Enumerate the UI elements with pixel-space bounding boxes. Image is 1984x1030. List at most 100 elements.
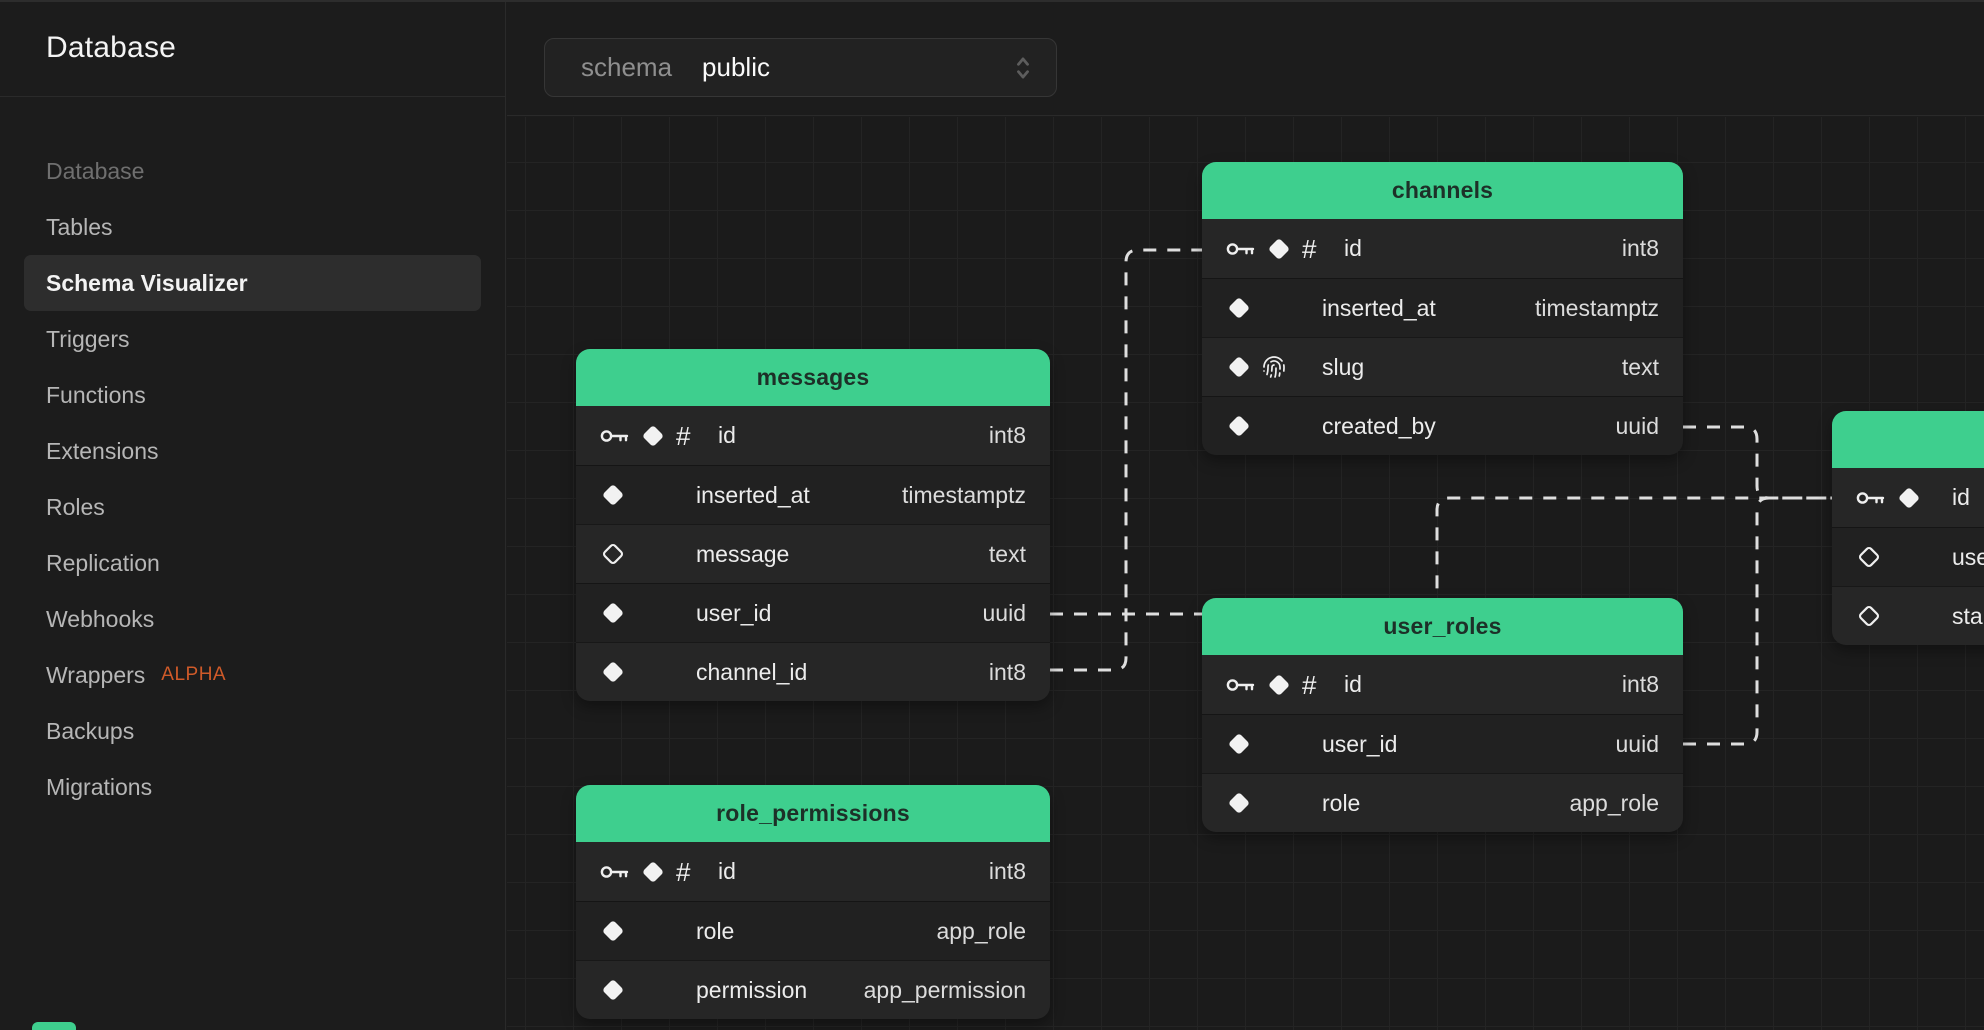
- not-null-diamond-icon: [600, 977, 626, 1003]
- column-type: app_role: [936, 917, 1026, 944]
- nullable-diamond-icon: [1856, 544, 1882, 570]
- not-null-diamond-icon: [1266, 236, 1292, 262]
- table-row: user_id uuid: [1202, 714, 1683, 773]
- table-header[interactable]: messages: [576, 349, 1050, 406]
- table-rows: # id int8 inserted_at timestamptz slug t…: [1202, 219, 1683, 455]
- not-null-diamond-icon: [600, 659, 626, 685]
- database-sidebar: Database Database Tables Schema Visualiz…: [0, 0, 506, 1030]
- unique-fingerprint-icon: [1262, 355, 1286, 379]
- column-name: slug: [1322, 353, 1365, 380]
- column-name: role: [1322, 789, 1361, 816]
- identity-hash-icon: #: [1302, 233, 1317, 264]
- table-row: # id int8: [1202, 219, 1683, 278]
- table-row: role app_role: [576, 901, 1050, 960]
- table-rows: # id int8 inserted_at timestamptz messag…: [576, 406, 1050, 701]
- table-row: inserted_at timestamptz: [576, 465, 1050, 524]
- column-type: timestamptz: [902, 481, 1026, 508]
- table-row: slug text: [1202, 337, 1683, 396]
- table-row: # id int8: [576, 842, 1050, 901]
- not-null-diamond-icon: [1226, 354, 1252, 380]
- primary-key-icon: [1226, 675, 1256, 695]
- column-name: id: [718, 858, 736, 884]
- column-type: text: [1621, 353, 1659, 380]
- column-name: user_id: [696, 599, 772, 626]
- column-name: sta: [1952, 602, 1983, 629]
- column-name: id: [1344, 671, 1362, 697]
- table-rows: # id int8 user_id uuid role app_role: [1202, 655, 1683, 832]
- not-null-diamond-icon: [1226, 790, 1252, 816]
- table-header[interactable]: user_roles: [1202, 598, 1683, 655]
- table-title: messages: [756, 364, 870, 390]
- column-name: id: [1344, 235, 1362, 261]
- schema-selector-value: public: [702, 52, 770, 82]
- primary-key-icon: [1226, 239, 1256, 259]
- table-header[interactable]: role_permissions: [576, 785, 1050, 842]
- sidebar-item-functions[interactable]: Functions: [46, 381, 146, 408]
- sidebar-item-roles[interactable]: Roles: [46, 493, 105, 520]
- table-row: channel_id int8: [576, 642, 1050, 701]
- nullable-diamond-icon: [600, 541, 626, 567]
- not-null-diamond-icon: [600, 918, 626, 944]
- column-type: uuid: [982, 599, 1026, 626]
- sidebar-item-migrations[interactable]: Migrations: [46, 773, 153, 800]
- table-node-role-permissions[interactable]: role_permissions # id int8 role app_role…: [576, 785, 1050, 1019]
- not-null-diamond-icon: [600, 600, 626, 626]
- not-null-diamond-icon: [640, 423, 666, 449]
- column-name: user_id: [1322, 730, 1398, 757]
- sidebar-item-backups[interactable]: Backups: [46, 717, 135, 744]
- table-row: id: [1832, 468, 1984, 527]
- table-title: user_roles: [1383, 613, 1502, 639]
- not-null-diamond-icon: [1226, 295, 1252, 321]
- identity-hash-icon: #: [1302, 669, 1317, 700]
- column-name: inserted_at: [1322, 294, 1436, 321]
- sidebar-item-replication[interactable]: Replication: [46, 549, 160, 576]
- column-name: id: [718, 422, 736, 448]
- table-node-user-roles[interactable]: user_roles # id int8 user_id uuid role a…: [1202, 598, 1683, 832]
- sidebar-item-tables[interactable]: Tables: [46, 213, 113, 240]
- alpha-badge: ALPHA: [161, 664, 227, 685]
- window-top-border: [0, 0, 1984, 2]
- not-null-diamond-icon: [640, 859, 666, 885]
- column-type: int8: [988, 858, 1026, 884]
- table-row: # id int8: [1202, 655, 1683, 714]
- table-node-partial[interactable]: id use sta: [1832, 411, 1984, 645]
- column-type: int8: [1621, 235, 1659, 261]
- sidebar-nav: Database Tables Schema Visualizer Trigge…: [0, 97, 505, 815]
- not-null-diamond-icon: [1226, 413, 1252, 439]
- table-rows: id use sta: [1832, 468, 1984, 645]
- column-type: uuid: [1615, 730, 1659, 757]
- column-name: role: [696, 917, 735, 944]
- sidebar-item-webhooks[interactable]: Webhooks: [46, 605, 155, 632]
- table-row: created_by uuid: [1202, 396, 1683, 455]
- column-name: permission: [696, 976, 808, 1003]
- primary-key-icon: [1856, 488, 1886, 508]
- column-name: channel_id: [696, 658, 808, 685]
- table-node-messages[interactable]: messages # id int8 inserted_at timestamp…: [576, 349, 1050, 701]
- column-type: int8: [988, 422, 1026, 448]
- not-null-diamond-icon: [1266, 672, 1292, 698]
- sidebar-item-schema-visualizer[interactable]: Schema Visualizer: [24, 255, 481, 311]
- table-title: channels: [1391, 177, 1494, 203]
- schema-selector[interactable]: schema public: [544, 38, 1057, 97]
- sidebar-item-database[interactable]: Database: [46, 157, 145, 184]
- not-null-diamond-icon: [600, 482, 626, 508]
- column-name: use: [1952, 543, 1984, 570]
- table-title: role_permissions: [716, 800, 910, 826]
- sidebar-item-wrappers[interactable]: Wrappers ALPHA: [46, 661, 227, 688]
- table-row: # id int8: [576, 406, 1050, 465]
- column-name: message: [696, 540, 790, 567]
- not-null-diamond-icon: [1226, 731, 1252, 757]
- table-row: permission app_permission: [576, 960, 1050, 1019]
- sidebar-item-triggers[interactable]: Triggers: [46, 325, 130, 352]
- table-header[interactable]: [1832, 411, 1984, 468]
- table-header[interactable]: channels: [1202, 162, 1683, 219]
- table-row: user_id uuid: [576, 583, 1050, 642]
- sidebar-item-extensions[interactable]: Extensions: [46, 437, 159, 464]
- green-corner-element: [32, 1022, 76, 1030]
- column-type: app_permission: [863, 976, 1026, 1003]
- column-type: timestamptz: [1535, 294, 1659, 321]
- table-node-channels[interactable]: channels # id int8 inserted_at timestamp…: [1202, 162, 1683, 455]
- column-name: created_by: [1322, 412, 1436, 439]
- canvas-toolbar: schema public: [507, 0, 1984, 116]
- schema-selector-label: schema: [581, 52, 673, 82]
